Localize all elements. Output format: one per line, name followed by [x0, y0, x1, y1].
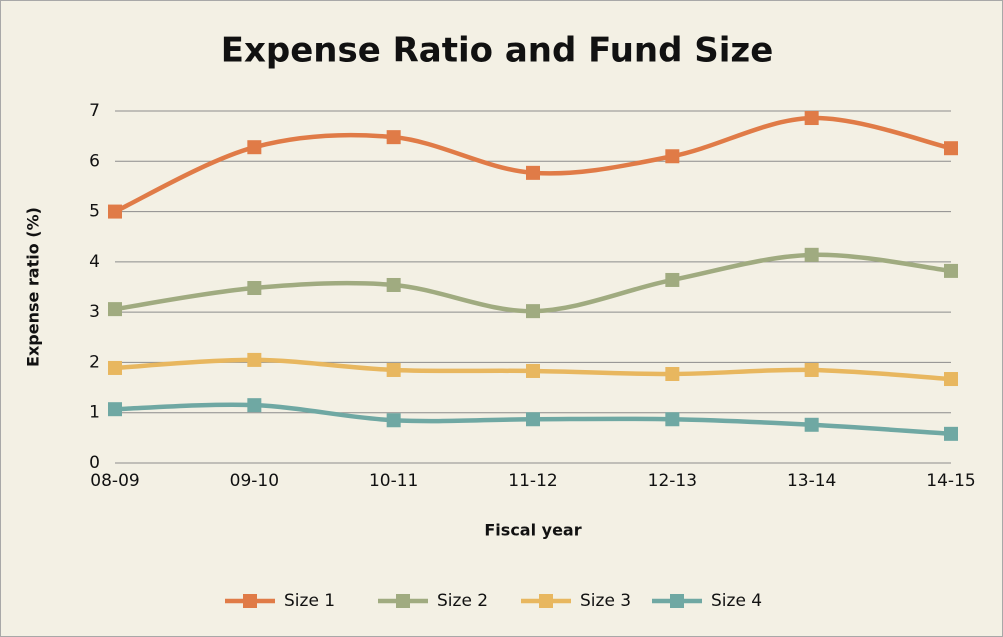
data-point — [944, 426, 958, 441]
data-point — [386, 362, 401, 377]
x-tick-label: 14-15 — [926, 471, 975, 491]
legend-label: Size 1 — [284, 591, 335, 611]
data-point — [526, 165, 540, 180]
legend-label: Size 2 — [437, 591, 488, 611]
data-point — [247, 281, 262, 296]
data-point — [944, 263, 958, 278]
x-tick-label: 12-13 — [648, 471, 697, 491]
data-point — [665, 366, 680, 381]
y-tick-label: 6 — [89, 151, 100, 171]
x-axis-label: Fiscal year — [484, 521, 581, 540]
data-point — [247, 140, 262, 155]
x-tick-label: 08-09 — [90, 471, 139, 491]
data-point — [108, 204, 122, 219]
data-point — [665, 272, 680, 287]
data-point — [108, 360, 122, 375]
y-axis-label: Expense ratio (%) — [24, 207, 43, 367]
y-tick-label: 4 — [89, 252, 100, 272]
data-point — [108, 402, 122, 417]
data-point — [804, 362, 819, 377]
data-point — [804, 247, 819, 262]
data-point — [526, 412, 540, 427]
data-point — [944, 372, 958, 387]
legend-marker — [670, 594, 684, 608]
data-point — [386, 413, 401, 428]
data-point — [526, 363, 540, 378]
x-tick-label: 09-10 — [230, 471, 279, 491]
legend-marker — [243, 594, 257, 608]
legend-marker — [396, 594, 410, 608]
y-tick-label: 2 — [89, 352, 100, 372]
legend-label: Size 4 — [711, 591, 762, 611]
x-tick-label: 10-11 — [369, 471, 418, 491]
data-point — [247, 352, 262, 367]
data-point — [386, 277, 401, 292]
y-tick-label: 0 — [89, 453, 100, 473]
data-point — [247, 398, 262, 413]
data-point — [804, 111, 819, 126]
data-point — [944, 141, 958, 156]
data-point — [526, 304, 540, 319]
y-tick-label: 5 — [89, 202, 100, 222]
y-tick-label: 3 — [89, 302, 100, 322]
legend-label: Size 3 — [580, 591, 631, 611]
y-tick-label: 1 — [89, 403, 100, 423]
chart-title: Expense Ratio and Fund Size — [221, 31, 774, 71]
data-point — [665, 149, 680, 164]
data-point — [665, 412, 680, 427]
y-tick-label: 7 — [89, 101, 100, 121]
x-tick-label: 13-14 — [787, 471, 836, 491]
data-point — [386, 130, 401, 145]
legend-marker — [539, 594, 553, 608]
data-point — [108, 302, 122, 317]
data-point — [804, 417, 819, 432]
x-tick-label: 11-12 — [508, 471, 557, 491]
